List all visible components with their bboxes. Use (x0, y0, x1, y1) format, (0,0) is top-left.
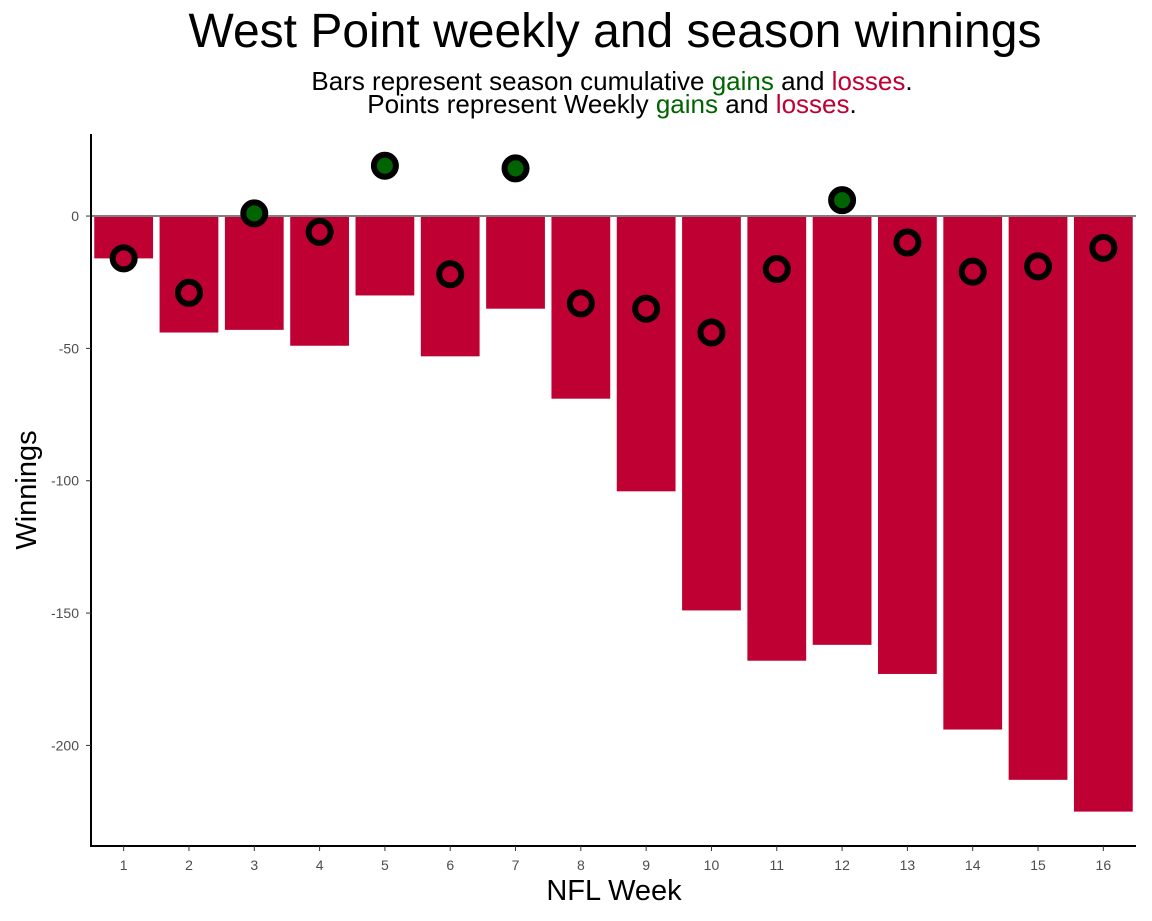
x-tick-label: 10 (704, 857, 720, 873)
subtitle-bars-mid: and (773, 66, 832, 96)
x-tick-label: 8 (577, 857, 585, 873)
point-week-16 (1089, 233, 1118, 262)
subtitle-points-mid: and (717, 89, 776, 119)
y-tick-label: 0 (71, 208, 79, 224)
subtitle-points-losses: losses (775, 89, 850, 119)
x-axis-title: NFL Week (546, 875, 682, 907)
bar-week-3 (224, 216, 284, 330)
bar-week-10 (682, 216, 741, 611)
x-tick-label: 16 (1096, 857, 1112, 873)
subtitle-points-gains: gains (655, 89, 718, 119)
x-tick-label: 12 (834, 857, 850, 873)
subtitle-points: Points represent Weekly gains and losses… (0, 91, 1152, 117)
point-week-6 (436, 260, 465, 289)
point-week-13 (893, 228, 922, 257)
bar-week-7 (486, 216, 545, 309)
x-tick-label: 15 (1030, 857, 1046, 873)
x-tick-label: 14 (965, 857, 981, 873)
y-ticks: 0 -50 -100 -150 -200 (51, 208, 91, 753)
bar-week-12 (812, 216, 872, 645)
bar-week-13 (878, 216, 937, 674)
y-tick-label: -50 (59, 340, 79, 356)
bar-week-5 (355, 216, 415, 296)
y-axis-title: Winnings (11, 430, 43, 549)
bar-week-9 (616, 216, 676, 492)
bar-week-15 (1008, 216, 1068, 780)
x-tick-label: 7 (512, 857, 520, 873)
point-week-9 (632, 294, 661, 323)
x-tick-label: 6 (446, 857, 454, 873)
point-week-10 (697, 318, 726, 347)
subtitle-points-pre: Points represent Weekly (367, 89, 656, 119)
subtitle-bars-gains: gains (711, 66, 774, 96)
chart-title: West Point weekly and season winnings (188, 5, 1042, 58)
point-week-11 (762, 254, 791, 283)
point-week-12 (828, 186, 857, 215)
subtitle-points-post: . (849, 89, 857, 119)
point-week-1 (109, 244, 138, 273)
x-tick-label: 11 (770, 857, 785, 873)
point-week-3 (240, 199, 269, 228)
subtitle-bars-pre: Bars represent season cumulative (311, 66, 712, 96)
point-week-8 (566, 289, 595, 318)
x-tick-label: 3 (250, 857, 258, 873)
bar-week-16 (1073, 216, 1133, 812)
x-tick-label: 5 (381, 857, 389, 873)
bar-week-11 (747, 216, 807, 661)
subtitle-bars-post: . (905, 66, 913, 96)
x-tick-label: 13 (900, 857, 916, 873)
point-week-14 (958, 257, 987, 286)
y-tick-label: -200 (51, 737, 79, 753)
x-tick-label: 1 (120, 857, 128, 873)
point-week-5 (370, 151, 399, 180)
x-ticks: 1 2 3 4 5 6 7 8 9 10 11 12 13 14 15 16 (120, 846, 1112, 873)
point-week-7 (501, 154, 530, 183)
x-tick-label: 4 (316, 857, 324, 873)
y-tick-label: -150 (51, 605, 79, 621)
point-week-15 (1024, 252, 1053, 281)
bars-layer (94, 216, 1133, 812)
bar-week-14 (943, 216, 1003, 730)
x-tick-label: 9 (642, 857, 650, 873)
subtitle-bars: Bars represent season cumulative gains a… (0, 68, 1152, 94)
point-week-2 (174, 278, 203, 307)
point-week-4 (305, 217, 334, 246)
bar-week-2 (159, 216, 219, 333)
y-tick-label: -100 (51, 473, 79, 489)
subtitle-bars-losses: losses (831, 66, 906, 96)
x-tick-label: 2 (185, 857, 193, 873)
points-layer (109, 151, 1118, 347)
